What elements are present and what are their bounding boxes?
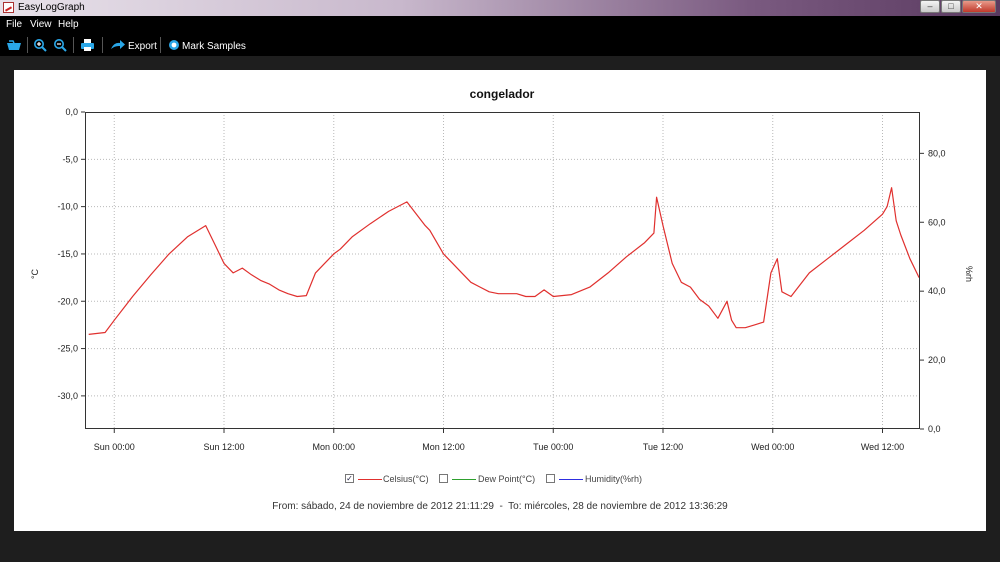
legend-line-celsius — [358, 479, 382, 480]
y-tick-label: 0,0 — [65, 107, 78, 117]
title-bar: EasyLogGraph – □ ✕ — [0, 0, 1000, 16]
legend-checkbox-celsius[interactable]: ✓ — [345, 474, 354, 483]
x-tick-label: Sun 00:00 — [94, 442, 135, 452]
y2-axis-label: %rh — [964, 266, 974, 282]
zoom-out-icon[interactable] — [53, 38, 67, 52]
legend-label-celsius: Celsius(°C) — [383, 474, 429, 484]
x-tick-label: Tue 12:00 — [643, 442, 683, 452]
x-tick-label: Wed 12:00 — [861, 442, 904, 452]
toolbar-separator — [27, 37, 28, 53]
to-date: miércoles, 28 de noviembre de 2012 13:36… — [524, 501, 728, 512]
menu-view[interactable]: View — [30, 19, 52, 30]
y2-tick-label: 60,0 — [928, 217, 946, 227]
menu-bar: File View Help — [0, 16, 1000, 33]
y-tick-label: -15,0 — [57, 249, 78, 259]
y2-tick-label: 80,0 — [928, 148, 946, 158]
toolbar-separator — [73, 37, 74, 53]
legend-line-dew-point — [452, 479, 476, 480]
y2-tick-label: 20,0 — [928, 355, 946, 365]
mark-samples-button[interactable]: Mark Samples — [182, 41, 246, 52]
toolbar-separator — [160, 37, 161, 53]
toolbar: Export Mark Samples — [0, 33, 1000, 56]
y-tick-label: -25,0 — [57, 344, 78, 354]
export-button[interactable]: Export — [128, 41, 157, 52]
minimize-button[interactable]: – — [920, 0, 940, 13]
x-tick-label: Sun 12:00 — [203, 442, 244, 452]
zoom-in-icon[interactable] — [33, 38, 47, 52]
export-icon[interactable] — [110, 38, 126, 52]
window-title: EasyLogGraph — [18, 2, 85, 13]
from-date: sábado, 24 de noviembre de 2012 21:11:29 — [301, 501, 494, 512]
y2-tick-label: 0,0 — [928, 424, 941, 434]
legend-line-humidity — [559, 479, 583, 480]
series-line-celsius — [88, 187, 920, 335]
legend-label-dew-point: Dew Point(°C) — [478, 474, 536, 484]
close-button[interactable]: ✕ — [962, 0, 996, 13]
app-icon — [3, 2, 14, 13]
y-tick-label: -20,0 — [57, 296, 78, 306]
mark-samples-icon[interactable] — [168, 38, 180, 52]
x-tick-label: Tue 00:00 — [533, 442, 573, 452]
x-tick-label: Wed 00:00 — [751, 442, 794, 452]
open-icon[interactable] — [6, 38, 22, 52]
maximize-button[interactable]: □ — [941, 0, 961, 13]
graph-panel — [14, 70, 986, 531]
legend-label-humidity: Humidity(%rh) — [585, 474, 643, 484]
menu-file[interactable]: File — [6, 19, 23, 30]
y-axis-label: °C — [30, 268, 40, 279]
x-tick-label: Mon 00:00 — [312, 442, 355, 452]
y2-tick-label: 40,0 — [928, 286, 946, 296]
print-icon[interactable] — [80, 38, 95, 52]
legend-checkbox-dew-point[interactable] — [439, 474, 448, 483]
toolbar-separator — [102, 37, 103, 53]
x-tick-label: Mon 12:00 — [422, 442, 465, 452]
plot-area[interactable] — [85, 112, 920, 429]
menu-help[interactable]: Help — [58, 19, 79, 30]
y-tick-label: -5,0 — [62, 154, 78, 164]
y-tick-label: -10,0 — [57, 202, 78, 212]
legend-checkbox-humidity[interactable] — [546, 474, 555, 483]
from-label: From: — [272, 501, 299, 512]
chart-title: congelador — [470, 87, 535, 101]
y-tick-label: -30,0 — [57, 391, 78, 401]
to-label: To: — [508, 501, 522, 512]
date-range: From: sábado, 24 de noviembre de 2012 21… — [272, 501, 728, 512]
